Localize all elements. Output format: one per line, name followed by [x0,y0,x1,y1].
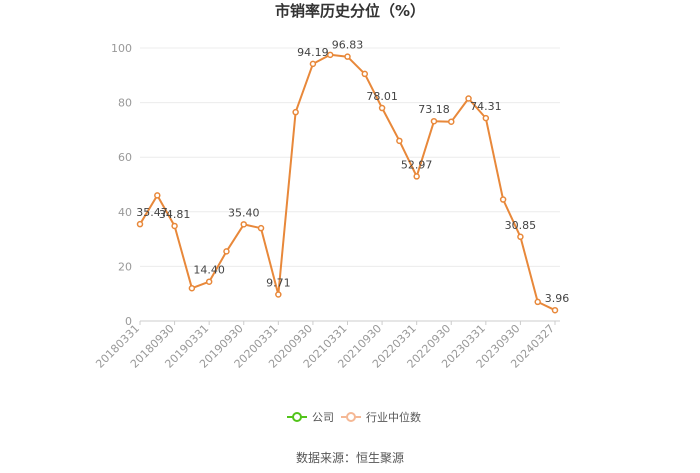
y-axis: 0 20 40 60 80 100 [111,42,132,328]
data-label: 96.83 [332,39,364,52]
data-label: 30.85 [505,219,537,232]
data-label: 52.97 [401,158,433,171]
data-label: 78.01 [366,90,398,103]
legend: 公司 行业中位数 [287,410,421,424]
gridlines [140,47,560,322]
data-label: 94.19 [297,46,329,59]
data-point[interactable] [223,248,230,255]
data-label: 9.71 [266,276,291,289]
data-point[interactable] [396,137,403,145]
data-point[interactable] [551,306,559,314]
y-tick-label: 0 [125,315,132,328]
legend-item-industry-median[interactable]: 行业中位数 [341,410,421,424]
y-tick-label: 80 [118,97,132,110]
data-point[interactable] [465,95,472,102]
y-tick-label: 20 [118,260,132,273]
x-axis: 2018033120180930201903312019093020200331… [93,321,557,371]
data-point[interactable] [154,192,161,199]
data-point[interactable] [205,278,213,285]
data-point[interactable] [326,51,334,59]
data-point[interactable] [292,108,299,116]
data-point[interactable] [136,220,144,228]
series-company [136,51,559,314]
data-label: 35.40 [228,206,260,219]
legend-item-company[interactable]: 公司 [287,411,334,424]
data-point[interactable] [499,196,507,203]
data-point[interactable] [430,117,438,125]
data-source: 数据来源：恒生聚源 [296,450,404,465]
legend-marker-industry-median [346,412,356,422]
data-label: 3.96 [545,292,570,305]
legend-label-industry-median: 行业中位数 [366,410,421,424]
data-label: 14.40 [193,264,225,277]
legend-marker-company [292,412,302,422]
data-point[interactable] [275,291,282,298]
data-label: 34.81 [159,208,191,221]
data-point[interactable] [413,173,420,180]
data-point[interactable] [309,60,317,68]
data-point[interactable] [188,284,196,292]
data-point[interactable] [257,224,265,232]
data-point[interactable] [534,298,541,306]
chart-title: 市销率历史分位（%） [275,2,425,20]
data-label: 35.47 [136,206,168,219]
data-label: 74.31 [470,100,502,113]
y-tick-label: 100 [111,42,132,55]
data-point[interactable] [361,70,369,78]
data-point[interactable] [378,104,386,112]
data-point[interactable] [171,222,178,230]
data-point[interactable] [344,53,351,60]
data-point[interactable] [482,114,490,122]
y-tick-label: 40 [118,206,132,219]
data-point[interactable] [448,118,455,125]
data-point[interactable] [240,221,247,228]
data-point[interactable] [517,233,524,241]
legend-label-company: 公司 [312,411,334,424]
y-tick-label: 60 [118,151,132,164]
data-label: 73.18 [418,103,450,116]
